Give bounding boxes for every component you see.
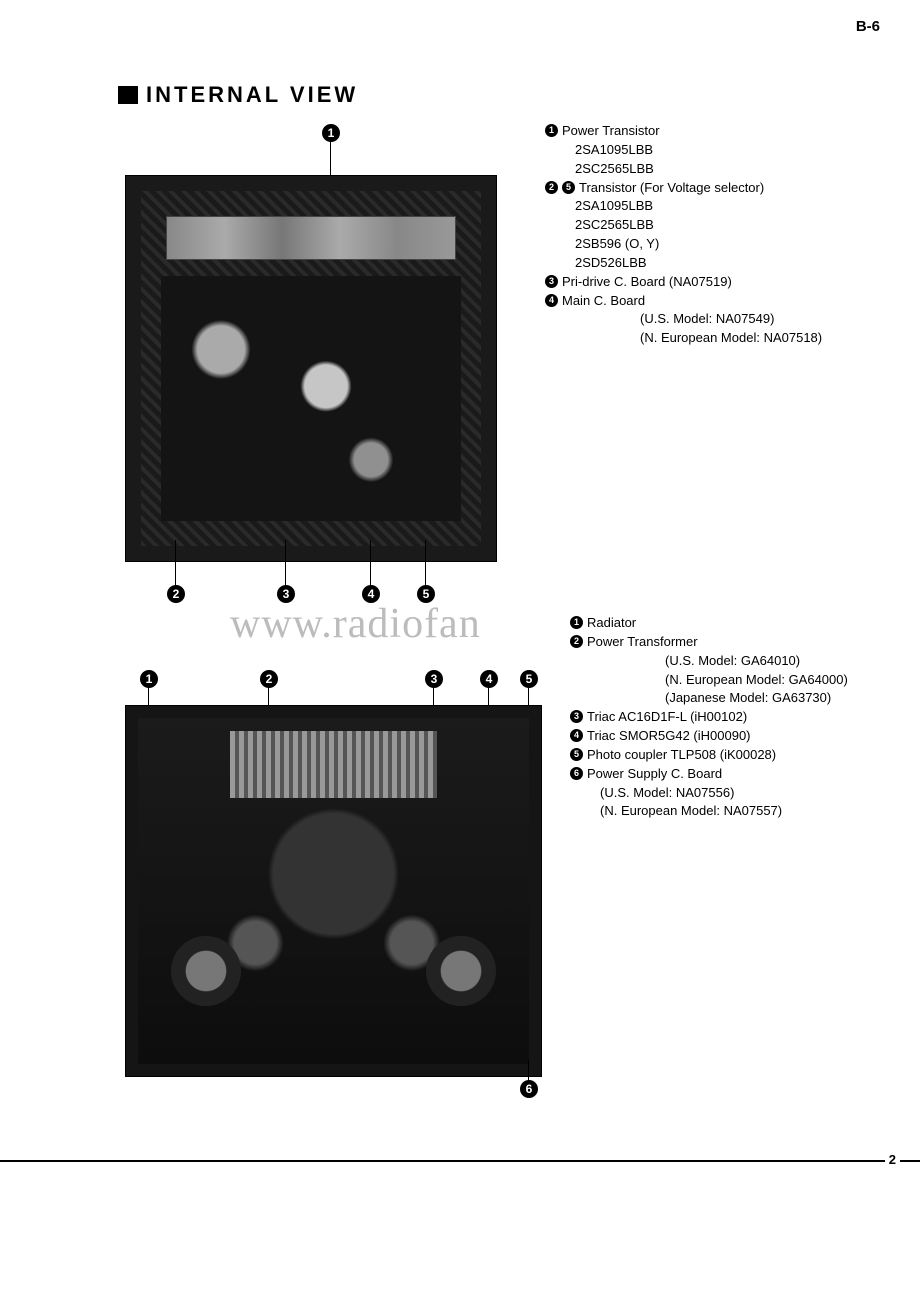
legend-bottom: 1 Radiator 2 Power Transformer (U.S. Mod…	[570, 614, 900, 821]
page: B-6 INTERNAL VIEW 1 2 3 4 5 1 Power Tran…	[0, 0, 920, 1303]
legend-item: 1 Radiator	[570, 614, 900, 633]
photo-coil	[171, 936, 241, 1006]
callout-marker: 6	[520, 1080, 538, 1098]
callout-marker: 1	[140, 670, 158, 688]
legend-sub: (U.S. Model: NA07556)	[570, 784, 900, 803]
callout-marker: 1	[570, 616, 583, 629]
photo-board	[161, 276, 461, 521]
callout-marker: 2	[570, 635, 583, 648]
legend-sub: (U.S. Model: GA64010)	[570, 652, 900, 671]
legend-sub: (N. European Model: NA07518)	[545, 329, 885, 348]
watermark-text: www.radiofan	[230, 600, 481, 648]
callout-marker: 2	[545, 181, 558, 194]
legend-text: Triac AC16D1F-L (iH00102)	[587, 708, 747, 727]
legend-top: 1 Power Transistor 2SA1095LBB 2SC2565LBB…	[545, 122, 885, 348]
photo-coil	[426, 936, 496, 1006]
legend-text: Power Transformer	[587, 633, 698, 652]
legend-text: Pri-drive C. Board (NA07519)	[562, 273, 732, 292]
callout-marker: 5	[562, 181, 575, 194]
photo-heatsink	[230, 731, 438, 798]
legend-sub: 2SA1095LBB	[545, 197, 885, 216]
callout-marker: 1	[545, 124, 558, 137]
page-number-top: B-6	[856, 18, 880, 35]
legend-text: Transistor (For Voltage selector)	[579, 179, 764, 198]
legend-item: 6 Power Supply C. Board	[570, 765, 900, 784]
legend-item: 1 Power Transistor	[545, 122, 885, 141]
leader-line	[370, 540, 371, 585]
legend-text: Photo coupler TLP508 (iK00028)	[587, 746, 776, 765]
bullet-square-icon	[118, 86, 138, 104]
legend-item: 4 Triac SMOR5G42 (iH00090)	[570, 727, 900, 746]
leader-line	[175, 540, 176, 585]
leader-line	[528, 1060, 529, 1082]
legend-sub: 2SC2565LBB	[545, 216, 885, 235]
legend-item: 5 Photo coupler TLP508 (iK00028)	[570, 746, 900, 765]
legend-text: Main C. Board	[562, 292, 645, 311]
legend-sub: 2SB596 (O, Y)	[545, 235, 885, 254]
legend-text: Triac SMOR5G42 (iH00090)	[587, 727, 751, 746]
legend-sub: (N. European Model: NA07557)	[570, 802, 900, 821]
legend-sub: (Japanese Model: GA63730)	[570, 689, 900, 708]
legend-text: Radiator	[587, 614, 636, 633]
legend-item: 2 5 Transistor (For Voltage selector)	[545, 179, 885, 198]
callout-marker: 3	[570, 710, 583, 723]
callout-marker: 4	[480, 670, 498, 688]
callout-marker: 1	[322, 124, 340, 142]
legend-item: 2 Power Transformer	[570, 633, 900, 652]
legend-sub: (U.S. Model: NA07549)	[545, 310, 885, 329]
legend-sub: (N. European Model: GA64000)	[570, 671, 900, 690]
internal-view-photo-top	[125, 175, 497, 562]
figure-2-top-markers: 1 2 3 4 5	[125, 670, 555, 690]
legend-item: 4 Main C. Board	[545, 292, 885, 311]
section-heading: INTERNAL VIEW	[118, 82, 358, 108]
callout-marker: 2	[167, 585, 185, 603]
legend-item: 3 Pri-drive C. Board (NA07519)	[545, 273, 885, 292]
legend-item: 3 Triac AC16D1F-L (iH00102)	[570, 708, 900, 727]
callout-marker: 4	[545, 294, 558, 307]
callout-marker: 5	[520, 670, 538, 688]
callout-marker: 2	[260, 670, 278, 688]
divider-line	[0, 1160, 920, 1162]
leader-line	[425, 540, 426, 585]
callout-marker: 3	[545, 275, 558, 288]
callout-marker: 6	[570, 767, 583, 780]
leader-line	[285, 540, 286, 585]
callout-marker: 3	[425, 670, 443, 688]
callout-marker: 4	[570, 729, 583, 742]
legend-text: Power Supply C. Board	[587, 765, 722, 784]
legend-sub: 2SC2565LBB	[545, 160, 885, 179]
legend-sub: 2SA1095LBB	[545, 141, 885, 160]
internal-view-photo-bottom	[125, 705, 542, 1077]
photo-strip	[166, 216, 456, 260]
legend-sub: 2SD526LBB	[545, 254, 885, 273]
legend-text: Power Transistor	[562, 122, 660, 141]
heading-text: INTERNAL VIEW	[146, 82, 358, 108]
page-number-bottom: 2	[885, 1152, 900, 1167]
callout-marker: 5	[570, 748, 583, 761]
